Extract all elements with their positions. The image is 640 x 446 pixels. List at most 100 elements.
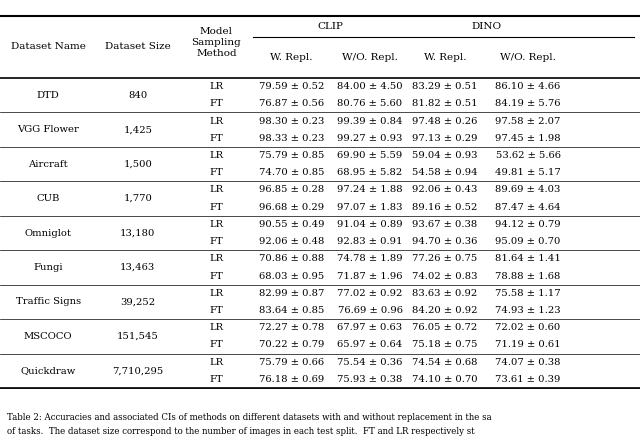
Text: 80.76 ± 5.60: 80.76 ± 5.60 bbox=[337, 99, 403, 108]
Text: 95.09 ± 0.70: 95.09 ± 0.70 bbox=[495, 237, 561, 246]
Text: LR: LR bbox=[209, 254, 223, 264]
Text: 96.85 ± 0.28: 96.85 ± 0.28 bbox=[259, 186, 324, 194]
Text: 76.69 ± 0.96: 76.69 ± 0.96 bbox=[337, 306, 403, 315]
Text: DTD: DTD bbox=[37, 91, 60, 100]
Text: CLIP: CLIP bbox=[317, 22, 344, 31]
Text: 76.87 ± 0.56: 76.87 ± 0.56 bbox=[259, 99, 324, 108]
Text: VGG Flower: VGG Flower bbox=[17, 125, 79, 134]
Text: LR: LR bbox=[209, 116, 223, 126]
Text: Sampling: Sampling bbox=[191, 38, 241, 47]
Text: 97.13 ± 0.29: 97.13 ± 0.29 bbox=[412, 134, 477, 143]
Text: 92.06 ± 0.43: 92.06 ± 0.43 bbox=[412, 186, 477, 194]
Text: 81.64 ± 1.41: 81.64 ± 1.41 bbox=[495, 254, 561, 264]
Text: MSCOCO: MSCOCO bbox=[24, 332, 72, 341]
Text: FT: FT bbox=[210, 375, 223, 384]
Text: 74.70 ± 0.85: 74.70 ± 0.85 bbox=[259, 168, 324, 177]
Text: 76.18 ± 0.69: 76.18 ± 0.69 bbox=[259, 375, 324, 384]
Text: 68.03 ± 0.95: 68.03 ± 0.95 bbox=[259, 272, 324, 281]
Text: 82.99 ± 0.87: 82.99 ± 0.87 bbox=[259, 289, 324, 298]
Text: 13,463: 13,463 bbox=[120, 263, 156, 272]
Text: 76.05 ± 0.72: 76.05 ± 0.72 bbox=[412, 323, 477, 332]
Text: 86.10 ± 4.66: 86.10 ± 4.66 bbox=[495, 82, 561, 91]
Text: LR: LR bbox=[209, 289, 223, 298]
Text: Aircraft: Aircraft bbox=[28, 160, 68, 169]
Text: Fungi: Fungi bbox=[33, 263, 63, 272]
Text: 74.54 ± 0.68: 74.54 ± 0.68 bbox=[412, 358, 477, 367]
Text: 98.30 ± 0.23: 98.30 ± 0.23 bbox=[259, 116, 324, 126]
Text: 99.27 ± 0.93: 99.27 ± 0.93 bbox=[337, 134, 403, 143]
Text: FT: FT bbox=[210, 168, 223, 177]
Text: LR: LR bbox=[209, 151, 223, 160]
Text: DINO: DINO bbox=[472, 22, 502, 31]
Text: W/O. Repl.: W/O. Repl. bbox=[500, 53, 556, 62]
Text: 99.39 ± 0.84: 99.39 ± 0.84 bbox=[337, 116, 403, 126]
Text: CUB: CUB bbox=[36, 194, 60, 203]
Text: 96.68 ± 0.29: 96.68 ± 0.29 bbox=[259, 202, 324, 212]
Text: 97.07 ± 1.83: 97.07 ± 1.83 bbox=[337, 202, 403, 212]
Text: FT: FT bbox=[210, 272, 223, 281]
Text: 84.20 ± 0.92: 84.20 ± 0.92 bbox=[412, 306, 477, 315]
Text: LR: LR bbox=[209, 82, 223, 91]
Text: W/O. Repl.: W/O. Repl. bbox=[342, 53, 398, 62]
Text: 67.97 ± 0.63: 67.97 ± 0.63 bbox=[337, 323, 403, 332]
Text: 97.45 ± 1.98: 97.45 ± 1.98 bbox=[495, 134, 561, 143]
Text: 78.88 ± 1.68: 78.88 ± 1.68 bbox=[495, 272, 561, 281]
Text: 75.79 ± 0.85: 75.79 ± 0.85 bbox=[259, 151, 324, 160]
Text: Traffic Signs: Traffic Signs bbox=[15, 297, 81, 306]
Text: 73.61 ± 0.39: 73.61 ± 0.39 bbox=[495, 375, 561, 384]
Text: 79.59 ± 0.52: 79.59 ± 0.52 bbox=[259, 82, 324, 91]
Text: 75.58 ± 1.17: 75.58 ± 1.17 bbox=[495, 289, 561, 298]
Text: 49.81 ± 5.17: 49.81 ± 5.17 bbox=[495, 168, 561, 177]
Text: 77.26 ± 0.75: 77.26 ± 0.75 bbox=[412, 254, 477, 264]
Text: 98.33 ± 0.23: 98.33 ± 0.23 bbox=[259, 134, 324, 143]
Text: Method: Method bbox=[196, 49, 237, 58]
Text: 74.02 ± 0.83: 74.02 ± 0.83 bbox=[412, 272, 477, 281]
Text: Dataset Name: Dataset Name bbox=[11, 42, 86, 51]
Text: FT: FT bbox=[210, 237, 223, 246]
Text: Dataset Size: Dataset Size bbox=[105, 42, 171, 51]
Text: 89.69 ± 4.03: 89.69 ± 4.03 bbox=[495, 186, 561, 194]
Text: 97.58 ± 2.07: 97.58 ± 2.07 bbox=[495, 116, 561, 126]
Text: 75.54 ± 0.36: 75.54 ± 0.36 bbox=[337, 358, 403, 367]
Text: 92.06 ± 0.48: 92.06 ± 0.48 bbox=[259, 237, 324, 246]
Text: Omniglot: Omniglot bbox=[25, 228, 72, 238]
Text: 74.78 ± 1.89: 74.78 ± 1.89 bbox=[337, 254, 403, 264]
Text: 75.93 ± 0.38: 75.93 ± 0.38 bbox=[337, 375, 403, 384]
Text: 91.04 ± 0.89: 91.04 ± 0.89 bbox=[337, 220, 403, 229]
Text: FT: FT bbox=[210, 340, 223, 350]
Text: 13,180: 13,180 bbox=[120, 228, 156, 238]
Text: 87.47 ± 4.64: 87.47 ± 4.64 bbox=[495, 202, 561, 212]
Text: 72.02 ± 0.60: 72.02 ± 0.60 bbox=[495, 323, 561, 332]
Text: LR: LR bbox=[209, 186, 223, 194]
Text: 54.58 ± 0.94: 54.58 ± 0.94 bbox=[412, 168, 477, 177]
Text: FT: FT bbox=[210, 134, 223, 143]
Text: 53.62 ± 5.66: 53.62 ± 5.66 bbox=[495, 151, 561, 160]
Text: 74.93 ± 1.23: 74.93 ± 1.23 bbox=[495, 306, 561, 315]
Text: 83.29 ± 0.51: 83.29 ± 0.51 bbox=[412, 82, 477, 91]
Text: Table 2: Accuracies and associated CIs of methods on different datasets with and: Table 2: Accuracies and associated CIs o… bbox=[6, 413, 492, 421]
Text: 72.27 ± 0.78: 72.27 ± 0.78 bbox=[259, 323, 324, 332]
Text: 97.24 ± 1.88: 97.24 ± 1.88 bbox=[337, 186, 403, 194]
Text: 93.67 ± 0.38: 93.67 ± 0.38 bbox=[412, 220, 477, 229]
Text: 69.90 ± 5.59: 69.90 ± 5.59 bbox=[337, 151, 403, 160]
Text: 71.87 ± 1.96: 71.87 ± 1.96 bbox=[337, 272, 403, 281]
Text: LR: LR bbox=[209, 358, 223, 367]
Text: 94.70 ± 0.36: 94.70 ± 0.36 bbox=[412, 237, 477, 246]
Text: 151,545: 151,545 bbox=[117, 332, 159, 341]
Text: LR: LR bbox=[209, 220, 223, 229]
Text: 81.82 ± 0.51: 81.82 ± 0.51 bbox=[412, 99, 477, 108]
Text: 92.83 ± 0.91: 92.83 ± 0.91 bbox=[337, 237, 403, 246]
Text: 77.02 ± 0.92: 77.02 ± 0.92 bbox=[337, 289, 403, 298]
Text: FT: FT bbox=[210, 99, 223, 108]
Text: 75.18 ± 0.75: 75.18 ± 0.75 bbox=[412, 340, 477, 350]
Text: 1,425: 1,425 bbox=[124, 125, 152, 134]
Text: FT: FT bbox=[210, 306, 223, 315]
Text: 7,710,295: 7,710,295 bbox=[112, 366, 163, 375]
Text: 84.00 ± 4.50: 84.00 ± 4.50 bbox=[337, 82, 403, 91]
Text: of tasks.  The dataset size correspond to the number of images in each test spli: of tasks. The dataset size correspond to… bbox=[6, 427, 474, 436]
Text: 83.64 ± 0.85: 83.64 ± 0.85 bbox=[259, 306, 324, 315]
Text: 39,252: 39,252 bbox=[120, 297, 156, 306]
Text: 1,500: 1,500 bbox=[124, 160, 152, 169]
Text: 74.07 ± 0.38: 74.07 ± 0.38 bbox=[495, 358, 561, 367]
Text: Quickdraw: Quickdraw bbox=[20, 366, 76, 375]
